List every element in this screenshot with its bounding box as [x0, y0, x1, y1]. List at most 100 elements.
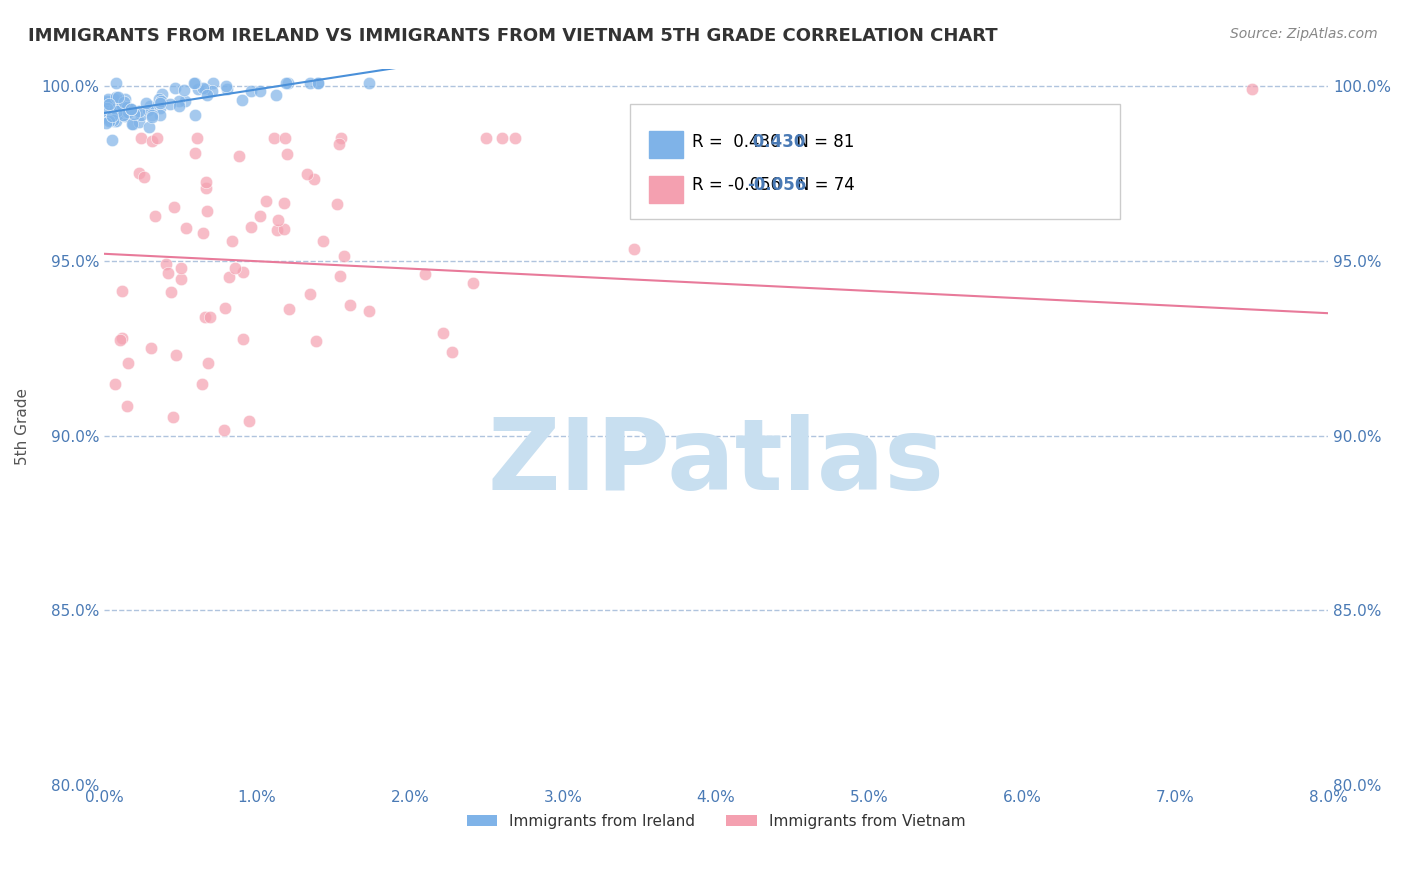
Point [194, 310, 217, 324]
Point [326, 197, 349, 211]
Point [111, 99, 134, 113]
Point [103, 114, 125, 128]
Point [150, 94, 173, 108]
Point [240, 219, 263, 234]
Point [149, 101, 172, 115]
Point [169, 95, 191, 109]
Point [121, 118, 143, 132]
Point [104, 376, 127, 391]
Text: IMMIGRANTS FROM IRELAND VS IMMIGRANTS FROM VIETNAM 5TH GRADE CORRELATION CHART: IMMIGRANTS FROM IRELAND VS IMMIGRANTS FR… [28, 27, 998, 45]
Point [120, 102, 142, 116]
Point [97, 114, 120, 128]
Point [120, 102, 142, 116]
Point [491, 131, 513, 145]
Point [173, 95, 195, 109]
Point [329, 268, 352, 283]
Point [112, 108, 135, 122]
Point [135, 95, 157, 110]
Point [159, 96, 181, 111]
Point [263, 131, 285, 145]
Point [214, 301, 236, 316]
Point [194, 181, 217, 195]
Point [221, 234, 243, 248]
Point [117, 105, 139, 120]
Point [224, 260, 246, 275]
Point [440, 344, 463, 359]
Point [104, 101, 127, 115]
Text: Source: ZipAtlas.com: Source: ZipAtlas.com [1230, 27, 1378, 41]
Point [195, 175, 218, 189]
Point [249, 84, 271, 98]
Point [107, 101, 129, 115]
Point [254, 194, 277, 208]
Point [503, 131, 526, 145]
Point [198, 310, 221, 325]
Point [239, 84, 262, 98]
Point [101, 133, 124, 147]
Point [105, 114, 128, 128]
Point [357, 304, 380, 318]
Text: -0.056: -0.056 [747, 176, 806, 194]
Point [274, 131, 297, 145]
Bar [648, 176, 683, 203]
Point [155, 257, 177, 271]
FancyBboxPatch shape [630, 104, 1121, 219]
Point [96, 101, 118, 115]
Point [167, 98, 190, 112]
Point [132, 169, 155, 184]
Point [305, 334, 328, 348]
Point [191, 377, 214, 392]
Point [191, 81, 214, 95]
Point [103, 93, 125, 107]
Legend: Immigrants from Ireland, Immigrants from Vietnam: Immigrants from Ireland, Immigrants from… [461, 807, 972, 835]
Point [415, 268, 437, 282]
Point [307, 75, 329, 89]
Point [138, 120, 160, 134]
Point [277, 301, 299, 316]
Point [187, 82, 209, 96]
Point [121, 118, 143, 132]
Point [359, 75, 381, 89]
Point [215, 78, 238, 93]
Point [329, 131, 352, 145]
Point [96, 94, 118, 108]
Point [170, 260, 193, 275]
Point [818, 139, 841, 153]
Point [97, 97, 120, 112]
Point [105, 75, 128, 89]
Point [249, 209, 271, 223]
Point [332, 249, 354, 263]
Point [183, 76, 205, 90]
Point [141, 111, 163, 125]
Point [150, 87, 173, 101]
Point [163, 81, 186, 95]
Point [98, 110, 121, 124]
Point [197, 87, 219, 102]
Point [299, 287, 322, 301]
Point [100, 109, 122, 123]
Point [197, 203, 219, 218]
Point [156, 266, 179, 280]
Point [339, 298, 361, 312]
Point [105, 89, 128, 103]
Point [194, 82, 217, 96]
Point [273, 221, 295, 235]
Point [475, 131, 498, 145]
Point [122, 107, 145, 121]
Point [98, 112, 121, 127]
Point [183, 75, 205, 89]
Point [299, 75, 322, 89]
Point [277, 75, 299, 89]
Text: R =  0.430   N = 81: R = 0.430 N = 81 [692, 133, 853, 151]
Point [184, 146, 207, 161]
Text: R = -0.056   N = 74: R = -0.056 N = 74 [692, 176, 855, 194]
Point [129, 108, 152, 122]
Point [94, 111, 117, 125]
Point [143, 209, 166, 223]
Point [186, 131, 208, 145]
Point [136, 103, 159, 118]
Point [149, 108, 172, 122]
Point [238, 414, 260, 428]
Point [112, 95, 135, 109]
Point [128, 103, 150, 118]
